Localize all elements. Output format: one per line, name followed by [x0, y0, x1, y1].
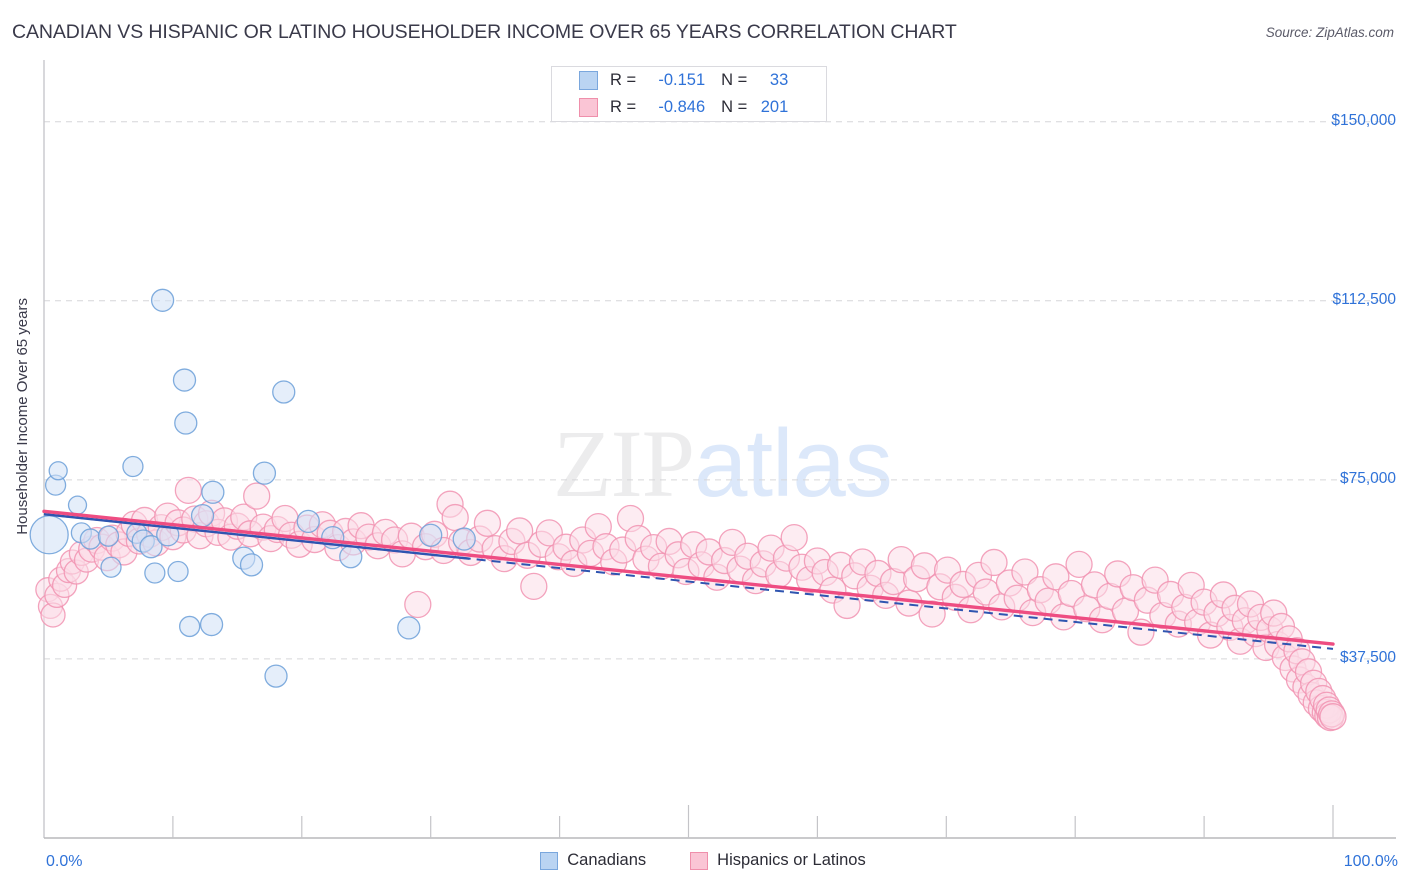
data-point [29, 515, 69, 555]
data-point [419, 523, 443, 547]
correlation-stats-legend: R = -0.151 N = 33 R = -0.846 N = 201 [551, 66, 827, 122]
data-point [404, 590, 432, 619]
data-point [296, 509, 320, 534]
data-point [520, 572, 548, 600]
data-point [264, 664, 288, 688]
stats-legend-row-hispanics: R = -0.846 N = 201 [552, 94, 826, 121]
data-point [252, 461, 277, 485]
stats-legend-row-canadians: R = -0.151 N = 33 [552, 67, 826, 94]
n-label-canadians: N = [721, 71, 748, 89]
r-value-canadians: -0.151 [658, 71, 706, 89]
data-point [144, 562, 166, 584]
r-label-hispanics: R = [610, 98, 637, 116]
data-point [201, 480, 225, 504]
data-point [199, 612, 224, 637]
data-point [441, 503, 469, 532]
data-point [172, 368, 197, 392]
data-point [1319, 703, 1347, 731]
x-tick-label-min: 0.0% [46, 853, 83, 870]
series-swatch-hispanics [690, 851, 709, 870]
data-point [79, 528, 102, 550]
data-point [190, 504, 215, 528]
data-point [48, 461, 68, 481]
data-point [174, 411, 198, 435]
data-point [122, 455, 144, 478]
series-label-hispanics: Hispanics or Latinos [717, 851, 866, 869]
x-tick-label-max: 100.0% [1343, 853, 1398, 870]
r-label-canadians: R = [610, 71, 637, 89]
data-point [473, 509, 502, 537]
data-point [397, 616, 421, 640]
data-point [780, 523, 808, 552]
y-tick-label-112500: $112,500 [1332, 290, 1397, 308]
legend-swatch-hispanics [579, 98, 598, 117]
r-value-hispanics: -0.846 [658, 98, 706, 116]
data-point [918, 600, 946, 628]
data-point [272, 380, 296, 404]
trendline-canadians-solid-segment [43, 513, 470, 560]
data-point [97, 525, 120, 547]
n-value-hispanics: 201 [760, 98, 789, 116]
data-point [100, 556, 122, 578]
series-points-hispanics-or-latinos [35, 476, 1347, 732]
data-point [67, 495, 88, 515]
y-tick-label-150000: $150,000 [1331, 111, 1396, 129]
page-title: CANADIAN VS HISPANIC OR LATINO HOUSEHOLD… [12, 21, 957, 43]
source-attribution: Source: ZipAtlas.com [1265, 25, 1394, 40]
data-point [239, 553, 264, 577]
data-point [505, 517, 534, 545]
data-point [139, 535, 163, 559]
y-tick-label-37500: $37,500 [1339, 648, 1396, 666]
legend-swatch-canadians [579, 71, 598, 90]
data-point [167, 560, 189, 583]
series-swatch-canadians [540, 851, 559, 870]
series-points-canadians [29, 288, 476, 688]
n-value-canadians: 33 [769, 71, 789, 89]
series-label-canadians: Canadians [567, 851, 647, 869]
series-legend: Canadians Hispanics or Latinos [0, 851, 1406, 870]
data-point [1065, 550, 1093, 579]
series-legend-item-hispanics[interactable]: Hispanics or Latinos [690, 851, 866, 870]
data-point [980, 548, 1008, 577]
data-point [174, 476, 203, 505]
data-point [1011, 558, 1039, 586]
data-point [243, 482, 271, 510]
data-point [339, 545, 363, 569]
trendline-hispanics [42, 509, 1335, 646]
data-point [179, 615, 201, 638]
series-legend-item-canadians[interactable]: Canadians [540, 851, 646, 870]
data-point [150, 288, 175, 312]
y-tick-label-75000: $75,000 [1339, 469, 1396, 487]
data-point [452, 527, 476, 551]
n-label-hispanics: N = [721, 98, 748, 116]
